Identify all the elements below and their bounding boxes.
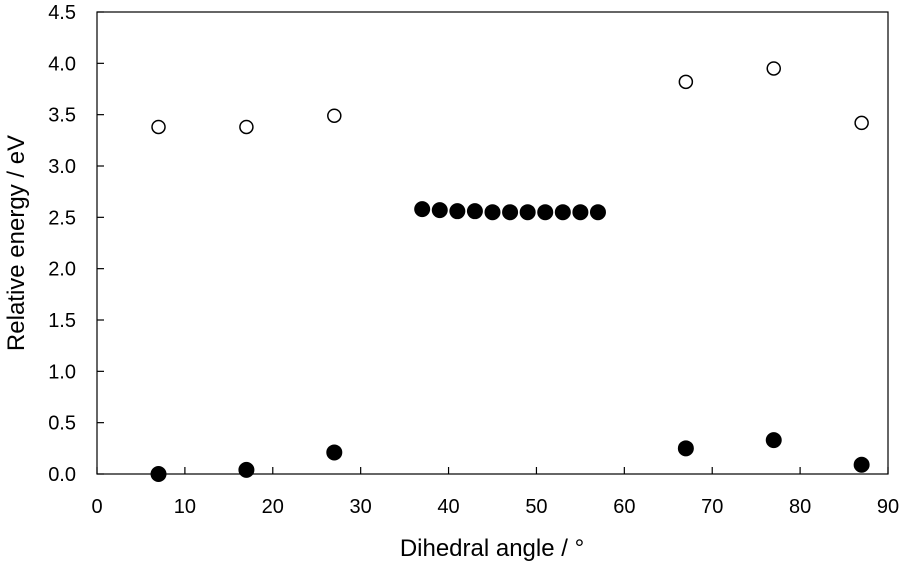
filled-data-point (326, 444, 343, 461)
x-tick-label: 40 (437, 496, 459, 518)
y-axis-title: Relative energy / eV (3, 135, 30, 351)
filled-data-point (853, 456, 870, 473)
open-data-point (854, 115, 869, 131)
x-tick-label: 30 (350, 496, 372, 518)
open-data-point (678, 74, 694, 90)
filled-data-point (765, 432, 782, 449)
x-tick-label: 50 (525, 496, 547, 518)
filled-data-point (677, 440, 694, 457)
x-tick-label: 20 (262, 496, 284, 518)
x-tick-label: 90 (877, 496, 899, 518)
filled-data-point (519, 204, 536, 221)
y-tick-label: 3.0 (48, 156, 76, 178)
y-tick-label: 2.5 (48, 207, 76, 229)
filled-data-point (238, 461, 255, 478)
y-tick-label: 1.0 (48, 361, 76, 383)
filled-data-point (414, 201, 431, 218)
y-tick-label: 4.5 (48, 2, 76, 24)
y-tick-label: 1.5 (48, 310, 76, 332)
filled-data-point (449, 203, 466, 220)
y-tick-label: 2.0 (48, 259, 76, 281)
y-tick-label: 0.5 (48, 413, 76, 435)
open-data-point (239, 119, 254, 135)
y-tick-label: 3.5 (48, 105, 76, 127)
filled-data-point (150, 466, 167, 482)
x-tick-label: 60 (613, 496, 635, 518)
x-tick-label: 10 (174, 496, 196, 518)
filled-data-point (554, 204, 571, 221)
filled-data-point (537, 204, 554, 221)
x-tick-label: 0 (91, 496, 102, 518)
open-data-point (327, 108, 342, 123)
filled-data-point (572, 204, 589, 221)
filled-data-point (484, 204, 501, 221)
y-tick-label: 0.0 (48, 464, 76, 486)
open-data-point (766, 61, 781, 76)
open-data-point (151, 119, 166, 135)
filled-data-point (502, 204, 519, 221)
plot-frame (96, 11, 889, 475)
x-tick-label: 80 (789, 496, 811, 518)
x-axis-title: Dihedral angle / ° (400, 535, 584, 562)
y-tick-label: 4.0 (48, 53, 76, 75)
filled-data-point (431, 202, 448, 219)
filled-data-point (589, 204, 606, 221)
filled-data-point (466, 203, 483, 220)
x-tick-label: 70 (701, 496, 723, 518)
